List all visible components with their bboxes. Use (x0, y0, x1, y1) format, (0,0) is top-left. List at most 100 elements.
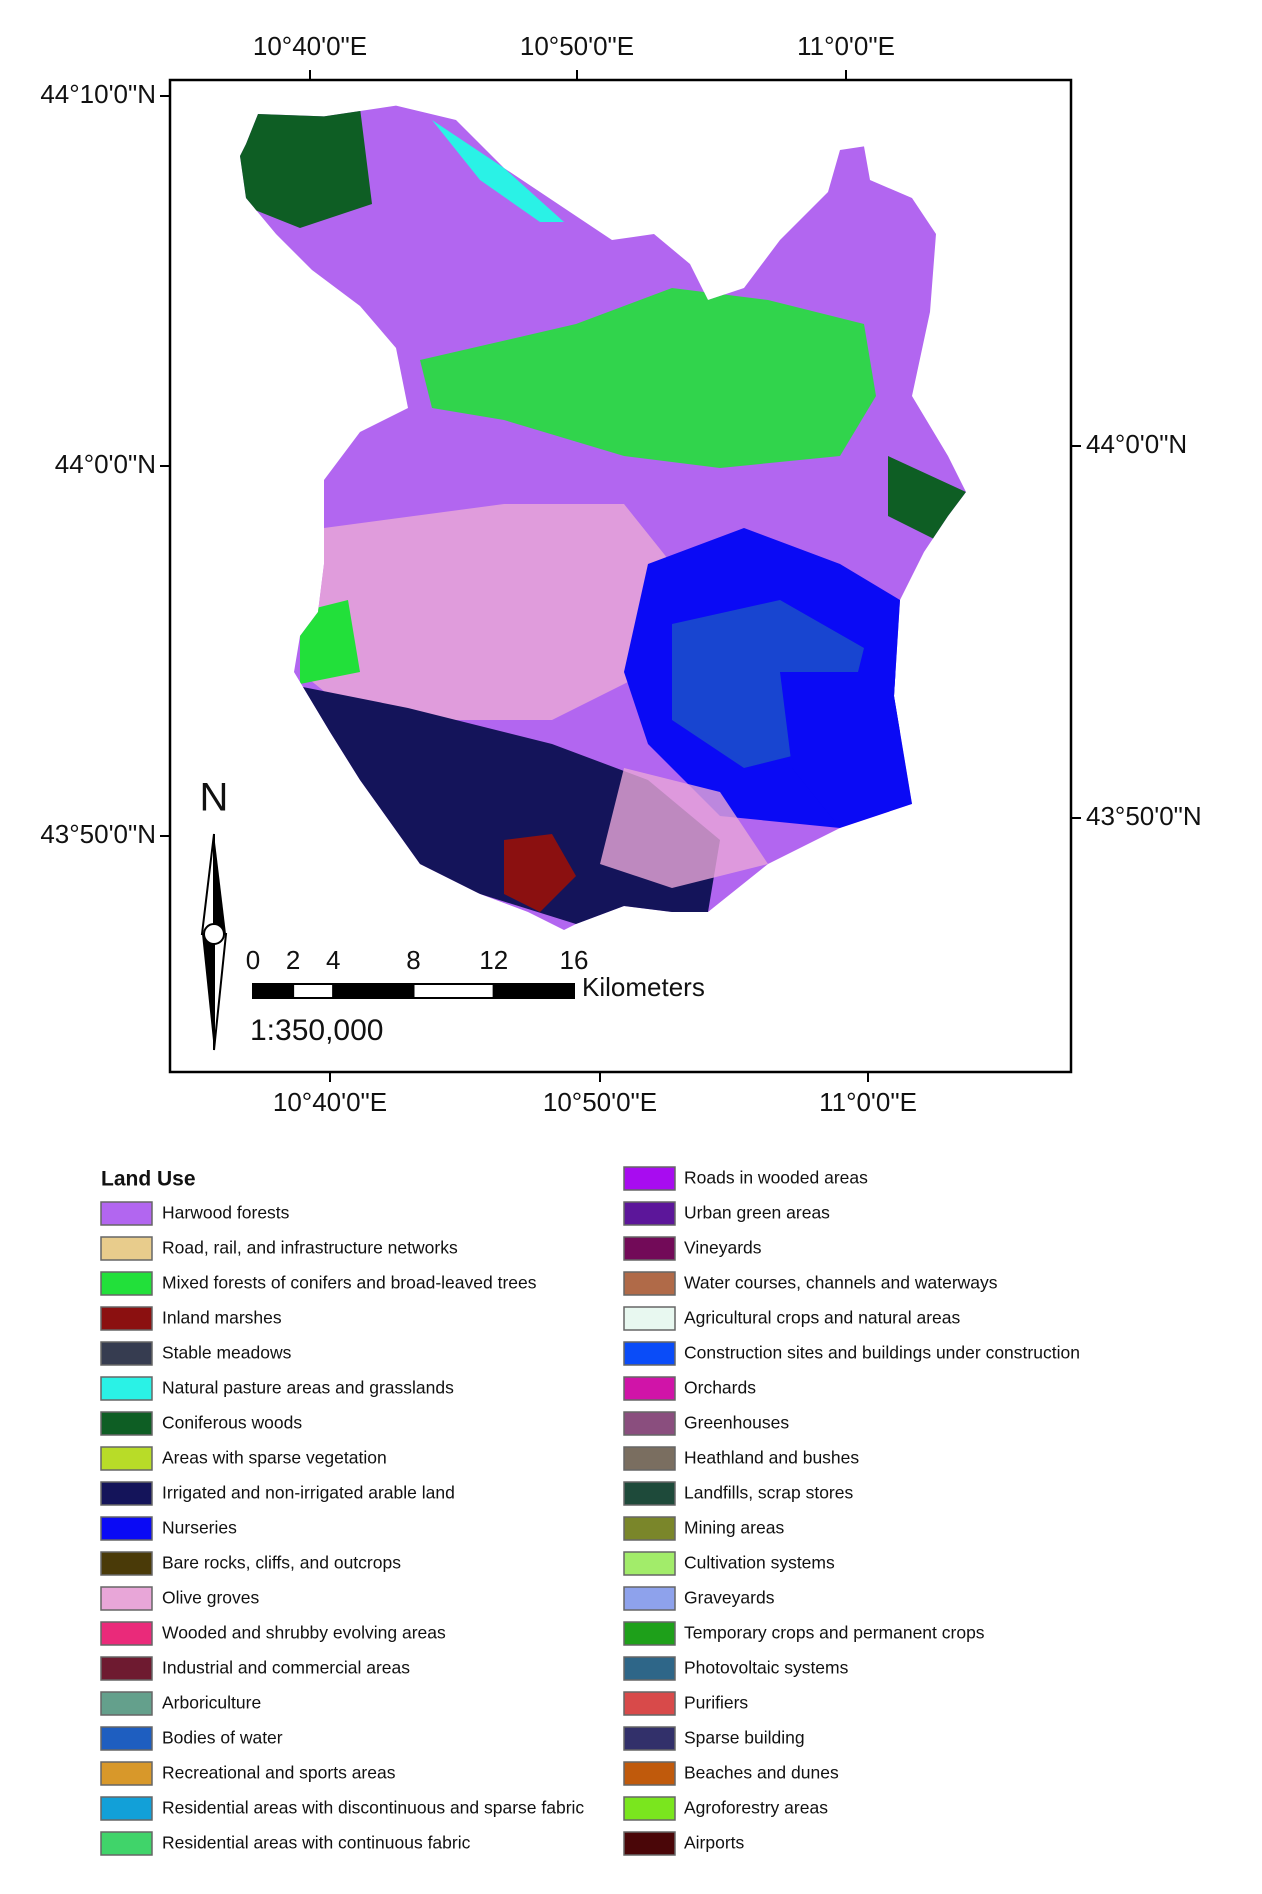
legend-swatch (623, 1201, 676, 1226)
scale-tick-label: 12 (479, 945, 508, 975)
legend-swatch (100, 1201, 153, 1226)
longitude-label: 10°50'0"E (543, 1087, 657, 1117)
legend-swatch (100, 1796, 153, 1821)
scale-tick-label: 4 (326, 945, 340, 975)
legend-swatch (623, 1516, 676, 1541)
south-arrow-left (202, 934, 214, 1050)
urban-east (780, 672, 925, 829)
scale-ratio: 1:350,000 (250, 1014, 383, 1047)
legend-swatch (100, 1656, 153, 1681)
olive-south (600, 768, 768, 889)
legend-label: Industrial and commercial areas (162, 1658, 410, 1678)
legend-swatch (100, 1586, 153, 1611)
scale-unit: Kilometers (582, 972, 705, 1002)
legend-label: Roads in wooded areas (684, 1168, 868, 1188)
legend-swatch (623, 1726, 676, 1751)
legend-swatch (100, 1761, 153, 1786)
legend-label: Photovoltaic systems (684, 1658, 849, 1678)
legend-swatch (100, 1481, 153, 1506)
legend-label: Olive groves (162, 1588, 260, 1608)
legend-label: Road, rail, and infrastructure networks (162, 1238, 458, 1258)
legend-swatch (623, 1796, 676, 1821)
olive-zone (300, 504, 672, 720)
latitude-label: 44°0'0"N (55, 449, 156, 479)
legend-swatch (623, 1586, 676, 1611)
legend-label: Stable meadows (162, 1343, 292, 1363)
legend-swatch (100, 1236, 153, 1261)
marsh-patch (504, 834, 576, 913)
conifer-patch (240, 108, 372, 229)
legend-swatch (100, 1446, 153, 1471)
legend-label: Inland marshes (162, 1308, 282, 1328)
legend-label: Areas with sparse vegetation (162, 1448, 387, 1468)
scale-tick-label: 0 (246, 945, 260, 975)
legend-label: Harwood forests (162, 1203, 290, 1223)
legend-swatch (623, 1166, 676, 1191)
legend-swatch (623, 1656, 676, 1681)
legend-label: Wooded and shrubby evolving areas (162, 1623, 446, 1643)
legend-label: Airports (684, 1833, 745, 1853)
scale-tick-label: 2 (286, 945, 300, 975)
legend-label: Graveyards (684, 1588, 775, 1608)
legend-label: Bare rocks, cliffs, and outcrops (162, 1553, 401, 1573)
legend-label: Recreational and sports areas (162, 1763, 396, 1783)
north-label: N (200, 776, 229, 820)
legend-swatch (100, 1376, 153, 1401)
legend-swatch (100, 1551, 153, 1576)
mixed-forest-band (420, 288, 877, 469)
legend-label: Vineyards (684, 1238, 762, 1258)
scale-segment (492, 983, 575, 999)
legend-swatch (623, 1446, 676, 1471)
legend-label: Purifiers (684, 1693, 748, 1713)
legend-label: Greenhouses (684, 1413, 789, 1433)
latitude-label: 43°50'0"N (40, 819, 156, 849)
mixed-forest-west (300, 600, 360, 684)
legend-label: Agroforestry areas (684, 1798, 828, 1818)
legend-label: Natural pasture areas and grasslands (162, 1378, 454, 1398)
legend-label: Temporary crops and permanent crops (684, 1623, 985, 1643)
legend-swatch (623, 1236, 676, 1261)
north-arrow (200, 833, 228, 1051)
legend-label: Sparse building (684, 1728, 805, 1748)
latitude-label: 44°0'0"N (1086, 429, 1187, 459)
legend-label: Orchards (684, 1378, 756, 1398)
legend-swatch (623, 1411, 676, 1436)
scale-tick-label: 16 (560, 945, 589, 975)
legend-swatch (100, 1831, 153, 1856)
legend-swatch (623, 1691, 676, 1716)
legend-swatch (623, 1481, 676, 1506)
legend-swatch (623, 1551, 676, 1576)
legend-label: Landfills, scrap stores (684, 1483, 853, 1503)
legend-label: Residential areas with continuous fabric (162, 1833, 471, 1853)
legend-swatch (100, 1306, 153, 1331)
legend-swatch (100, 1691, 153, 1716)
legend-swatch (100, 1411, 153, 1436)
legend-swatch (623, 1341, 676, 1366)
legend-swatch (623, 1306, 676, 1331)
pasture-patch (432, 120, 564, 223)
legend-swatch (100, 1726, 153, 1751)
legend-label: Urban green areas (684, 1203, 830, 1223)
legend-label: Irrigated and non-irrigated arable land (162, 1483, 455, 1503)
longitude-label: 11°0'0"E (819, 1087, 917, 1117)
longitude-label: 11°0'0"E (797, 31, 895, 61)
legend-label: Bodies of water (162, 1728, 283, 1748)
north-arrow-right (214, 834, 226, 934)
scale-segment (292, 983, 335, 999)
legend-swatch (623, 1831, 676, 1856)
legend-label: Heathland and bushes (684, 1448, 859, 1468)
legend-label: Residential areas with discontinuous and… (162, 1798, 584, 1818)
legend-label: Nurseries (162, 1518, 237, 1538)
legend-label: Mining areas (684, 1518, 784, 1538)
legend-swatch (623, 1376, 676, 1401)
legend-swatch (100, 1516, 153, 1541)
latitude-label: 43°50'0"N (1086, 801, 1202, 831)
legend-label: Mixed forests of conifers and broad-leav… (162, 1273, 537, 1293)
scale-segment (252, 983, 295, 999)
legend-title: Land Use (101, 1168, 196, 1191)
scale-tick-label: 8 (406, 945, 420, 975)
legend-label: Agricultural crops and natural areas (684, 1308, 961, 1328)
scale-segment (412, 983, 495, 999)
